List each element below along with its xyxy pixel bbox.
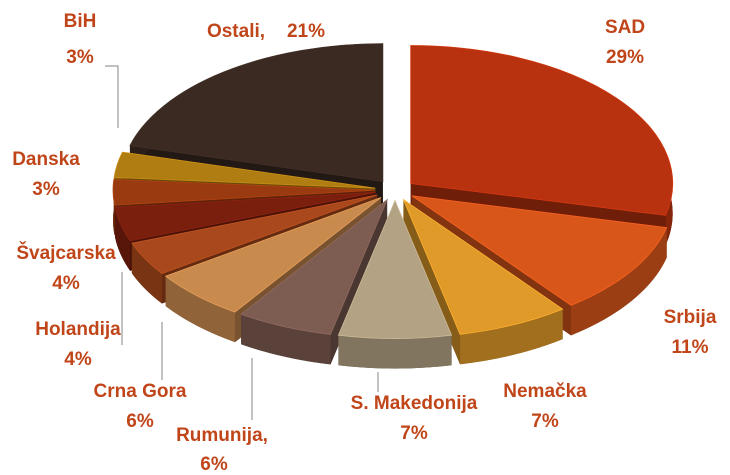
value-label: 11% — [672, 337, 709, 358]
category-label: S. Makedonija — [351, 393, 478, 414]
value-label: 6% — [126, 411, 154, 432]
labels: SAD 29% Srbija 11% Nemačka 7% S. Makedonija 7% R… — [12, 11, 717, 475]
slice-top — [337, 199, 453, 339]
category-label: Danska — [12, 149, 80, 170]
slice-wall — [165, 276, 235, 343]
category-label: Crna Gora — [94, 381, 187, 402]
slice-wall — [338, 335, 452, 369]
slice-wall — [460, 309, 563, 365]
value-label: 4% — [64, 349, 92, 370]
slice-top — [131, 194, 378, 274]
category-label: Srbija — [664, 307, 717, 328]
slice-wall — [571, 227, 667, 336]
slice-top — [114, 192, 376, 242]
slice-top — [240, 198, 389, 335]
slice-top — [402, 198, 564, 335]
slice-top — [129, 43, 384, 183]
slice-wall — [241, 314, 331, 365]
leader-lines — [105, 65, 379, 420]
value-label: 4% — [52, 273, 80, 294]
category-label: BiH — [64, 11, 97, 32]
slice-top — [164, 197, 382, 313]
category-label: Holandija — [35, 319, 121, 340]
category-label: Švajcarska — [16, 242, 116, 264]
category-label: SAD — [605, 17, 645, 38]
value-label: 7% — [531, 411, 559, 432]
value-label: 6% — [200, 454, 228, 475]
category-label: Ostali, — [207, 21, 265, 42]
value-label: 3% — [66, 47, 94, 68]
slice-wall — [115, 207, 131, 271]
slice — [411, 195, 668, 336]
slice — [402, 198, 564, 365]
slice-wall — [131, 243, 163, 304]
slice-top — [410, 45, 674, 216]
slice-top — [113, 151, 376, 189]
slice-top — [411, 195, 668, 306]
slice — [410, 45, 674, 246]
pie — [112, 43, 674, 369]
value-label: 21% — [287, 21, 325, 42]
category-label: Nemačka — [503, 381, 587, 402]
value-label: 3% — [32, 179, 60, 200]
slice-top — [112, 179, 376, 206]
leader-line — [105, 65, 119, 128]
value-label: 7% — [400, 423, 428, 444]
value-label: 29% — [606, 47, 644, 68]
slice — [337, 199, 453, 369]
category-label: Rumunija, — [176, 425, 268, 446]
